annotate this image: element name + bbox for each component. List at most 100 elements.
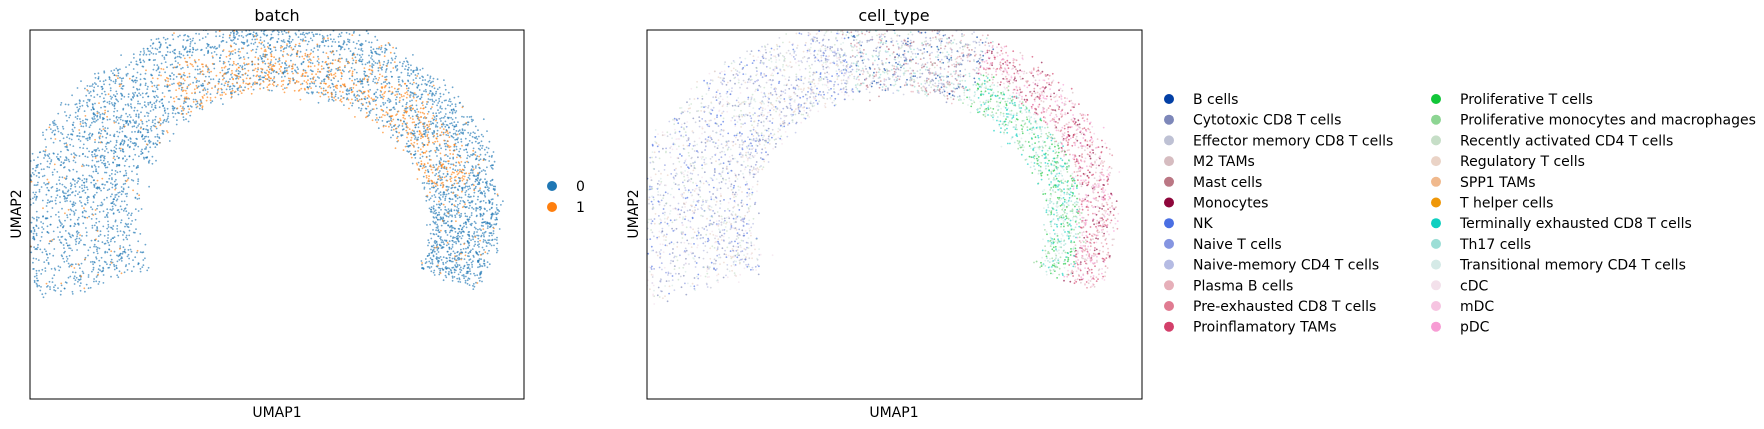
batch-1-point — [159, 119, 162, 121]
batch-0-point — [194, 42, 196, 45]
batch-0-point — [246, 39, 249, 42]
batch-0-point — [82, 143, 85, 146]
batch-0-point — [410, 91, 413, 94]
batch-0-point — [146, 131, 149, 134]
batch-1-point — [168, 84, 171, 87]
batch-0-point — [468, 140, 471, 142]
batch-1-point — [282, 83, 284, 86]
batch-0-point — [104, 106, 107, 108]
batch-0-point — [96, 252, 99, 255]
batch-1-point — [400, 93, 403, 96]
batch-0-point — [100, 270, 103, 273]
batch-1-point — [211, 55, 214, 58]
batch-0-point — [277, 38, 280, 40]
batch-0-point — [466, 151, 469, 154]
batch-0-point — [246, 40, 249, 43]
batch-0-point — [132, 92, 134, 94]
batch-0-point — [131, 170, 133, 173]
batch-1-point — [391, 86, 393, 88]
batch-0-point — [57, 211, 60, 214]
batch-1-point — [302, 69, 305, 72]
batch-0-point — [434, 222, 437, 225]
batch-0-point — [109, 89, 112, 92]
batch-1-point — [393, 61, 396, 63]
batch-0-point — [294, 45, 296, 48]
batch-0-point — [432, 244, 435, 247]
batch-0-point — [263, 60, 266, 63]
batch-0-point — [98, 220, 101, 223]
batch-0-point — [207, 49, 210, 52]
batch-1-point — [201, 63, 204, 66]
batch-1-point — [428, 123, 431, 126]
batch-1-point — [456, 194, 459, 197]
batch-0-point — [34, 169, 37, 172]
batch-0-point — [454, 236, 456, 239]
batch-0-point — [326, 34, 329, 37]
batch-0-point — [149, 110, 152, 112]
batch-0-point — [272, 36, 274, 39]
batch-0-point — [86, 85, 89, 87]
batch-0-point — [461, 115, 463, 118]
batch-0-point — [384, 71, 387, 73]
batch-0-point — [154, 59, 157, 61]
batch-0-point — [480, 229, 482, 232]
batch-0-point — [133, 79, 136, 82]
batch-1-point — [375, 103, 377, 106]
batch-0-point — [137, 145, 140, 148]
batch-0-point — [205, 24, 207, 26]
batch-0-point — [433, 130, 435, 132]
batch-0-point — [122, 234, 124, 236]
batch-0-point — [431, 186, 433, 189]
batch-0-point — [306, 32, 309, 35]
batch-0-point — [479, 271, 482, 274]
batch-1-point — [452, 192, 454, 195]
batch-0-point — [334, 41, 337, 43]
batch-0-point — [139, 102, 141, 105]
batch-1-point — [399, 119, 402, 122]
batch-0-point — [237, 72, 240, 75]
batch-1-point — [416, 75, 419, 77]
batch-1-point — [473, 189, 476, 192]
batch-0-point — [133, 106, 136, 109]
batch-0-point — [322, 39, 325, 41]
batch-0-point — [467, 247, 469, 249]
batch-0-point — [431, 92, 434, 94]
batch-0-point — [133, 142, 135, 145]
batch-0-point — [488, 235, 491, 237]
batch-0-point — [88, 174, 91, 177]
batch-0-point — [370, 46, 372, 49]
batch-0-point — [44, 267, 47, 269]
batch-1-point — [183, 100, 186, 102]
batch-0-point — [444, 115, 446, 118]
batch-1-point — [173, 100, 176, 103]
batch-1-point — [420, 137, 422, 140]
batch-0-point — [73, 152, 75, 155]
batch-1-point — [287, 31, 290, 33]
batch-0-point — [129, 248, 132, 251]
batch-0-point — [33, 281, 36, 284]
batch-0-point — [81, 104, 84, 107]
batch-0-point — [173, 49, 176, 52]
batch-1-point — [73, 267, 76, 269]
batch-0-point — [472, 119, 474, 121]
batch-0-point — [108, 248, 111, 251]
batch-0-point — [460, 248, 462, 251]
batch-0-point — [337, 97, 340, 99]
batch-1-point — [297, 72, 299, 75]
batch-0-point — [461, 128, 464, 131]
batch-0-point — [62, 257, 65, 260]
batch-0-point — [152, 53, 155, 55]
batch-0-point — [125, 74, 128, 77]
batch-1-point — [410, 136, 413, 139]
batch-0-point — [280, 27, 282, 29]
batch-0-point — [228, 63, 231, 66]
batch-0-point — [32, 191, 35, 194]
batch-0-point — [442, 93, 445, 96]
batch-0-point — [69, 200, 72, 203]
batch-0-point — [371, 58, 374, 61]
batch-0-point — [453, 268, 456, 271]
batch-0-point — [77, 138, 80, 141]
batch-1-point — [436, 133, 438, 135]
batch-0-point — [238, 57, 241, 60]
